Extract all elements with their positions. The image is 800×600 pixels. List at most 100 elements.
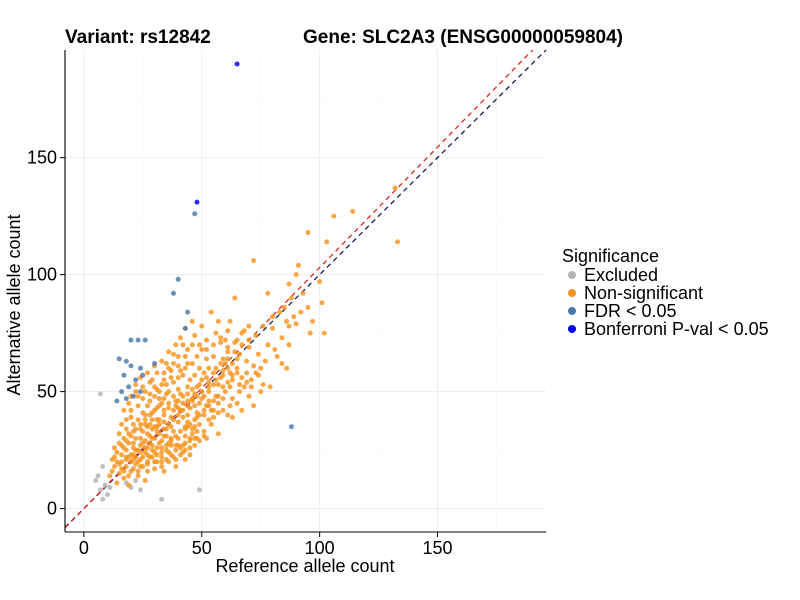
point-non-significant bbox=[196, 421, 202, 427]
point-fdr-0-05 bbox=[116, 356, 122, 362]
point-non-significant bbox=[140, 454, 146, 460]
point-non-significant bbox=[180, 372, 186, 378]
point-excluded bbox=[95, 473, 101, 479]
point-non-significant bbox=[145, 403, 150, 409]
point-fdr-0-05 bbox=[121, 372, 127, 378]
point-non-significant bbox=[213, 365, 219, 371]
point-non-significant bbox=[272, 347, 278, 352]
point-non-significant bbox=[229, 372, 235, 378]
point-non-significant bbox=[194, 393, 200, 399]
point-non-significant bbox=[189, 342, 195, 348]
point-non-significant bbox=[215, 382, 221, 388]
point-non-significant bbox=[229, 361, 235, 366]
point-non-significant bbox=[173, 457, 179, 462]
point-non-significant bbox=[215, 431, 221, 437]
point-non-significant bbox=[161, 396, 167, 402]
point-non-significant bbox=[112, 445, 117, 451]
point-non-significant bbox=[171, 407, 176, 413]
grid bbox=[65, 50, 546, 532]
point-fdr-0-05 bbox=[128, 337, 134, 343]
point-non-significant bbox=[185, 412, 191, 418]
axes bbox=[64, 50, 546, 533]
point-non-significant bbox=[133, 435, 139, 441]
point-non-significant bbox=[239, 342, 245, 348]
point-non-significant bbox=[178, 368, 183, 374]
point-non-significant bbox=[189, 386, 195, 392]
point-non-significant bbox=[279, 361, 285, 366]
point-excluded bbox=[104, 492, 110, 498]
ticks: 0 50 100 150 0 50 100 150 bbox=[27, 148, 453, 558]
legend: Significance ExcludedNon-significantFDR … bbox=[562, 246, 769, 339]
point-non-significant bbox=[126, 482, 132, 488]
point-fdr-0-05 bbox=[138, 365, 143, 371]
point-non-significant bbox=[199, 323, 205, 329]
point-non-significant bbox=[128, 407, 134, 413]
point-non-significant bbox=[201, 428, 207, 434]
point-non-significant bbox=[159, 438, 165, 444]
point-non-significant bbox=[239, 407, 245, 413]
point-excluded bbox=[159, 496, 165, 502]
point-non-significant bbox=[220, 372, 226, 378]
point-non-significant bbox=[194, 354, 200, 359]
y-axis-title: Alternative allele count bbox=[4, 214, 24, 395]
point-non-significant bbox=[163, 382, 169, 388]
point-non-significant bbox=[145, 459, 150, 465]
point-non-significant bbox=[138, 449, 143, 455]
point-non-significant bbox=[220, 396, 226, 402]
point-non-significant bbox=[206, 403, 212, 409]
point-non-significant bbox=[225, 344, 231, 350]
point-non-significant bbox=[121, 407, 127, 413]
point-non-significant bbox=[175, 419, 181, 425]
point-non-significant bbox=[319, 300, 325, 306]
point-non-significant bbox=[331, 213, 337, 219]
point-non-significant bbox=[142, 438, 148, 444]
point-fdr-0-05 bbox=[123, 358, 129, 364]
point-non-significant bbox=[220, 407, 226, 413]
point-non-significant bbox=[171, 428, 176, 434]
point-non-significant bbox=[130, 440, 136, 446]
point-non-significant bbox=[218, 340, 224, 345]
point-non-significant bbox=[187, 435, 193, 441]
point-non-significant bbox=[260, 382, 266, 388]
point-non-significant bbox=[225, 379, 231, 385]
point-non-significant bbox=[258, 389, 264, 395]
point-non-significant bbox=[156, 396, 162, 402]
point-non-significant bbox=[152, 459, 158, 465]
point-non-significant bbox=[211, 382, 216, 388]
point-non-significant bbox=[392, 185, 398, 191]
point-non-significant bbox=[288, 295, 294, 301]
legend-swatch-excluded bbox=[568, 271, 576, 279]
point-non-significant bbox=[135, 417, 141, 423]
point-non-significant bbox=[234, 365, 240, 371]
point-non-significant bbox=[196, 342, 202, 348]
point-non-significant bbox=[234, 400, 240, 406]
point-non-significant bbox=[204, 356, 209, 362]
point-non-significant bbox=[215, 393, 221, 399]
point-excluded bbox=[133, 478, 139, 483]
point-non-significant bbox=[237, 351, 242, 357]
point-non-significant bbox=[173, 447, 179, 453]
point-non-significant bbox=[182, 457, 188, 462]
point-non-significant bbox=[123, 438, 129, 444]
point-non-significant bbox=[262, 358, 268, 364]
point-non-significant bbox=[145, 468, 150, 474]
point-non-significant bbox=[192, 424, 198, 430]
point-non-significant bbox=[182, 365, 188, 371]
point-non-significant bbox=[116, 461, 122, 467]
point-non-significant bbox=[213, 330, 219, 336]
point-non-significant bbox=[152, 435, 158, 441]
point-excluded bbox=[100, 464, 106, 469]
point-non-significant bbox=[215, 318, 221, 324]
point-non-significant bbox=[126, 473, 132, 479]
point-non-significant bbox=[225, 328, 231, 334]
point-non-significant bbox=[159, 358, 165, 364]
point-non-significant bbox=[154, 445, 160, 451]
point-non-significant bbox=[196, 382, 202, 388]
point-non-significant bbox=[251, 403, 257, 409]
point-non-significant bbox=[171, 351, 176, 357]
point-fdr-0-05 bbox=[114, 398, 120, 404]
point-non-significant bbox=[159, 382, 165, 388]
point-non-significant bbox=[185, 424, 191, 430]
point-non-significant bbox=[244, 358, 250, 364]
